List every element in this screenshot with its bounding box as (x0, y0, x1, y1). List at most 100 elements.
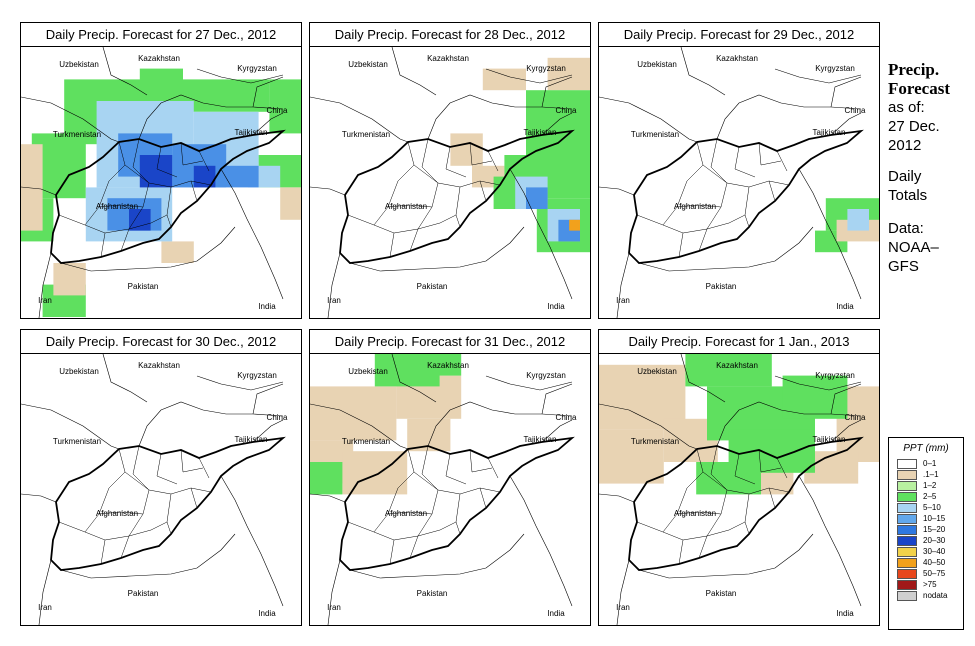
country-border (830, 419, 862, 443)
province-border (776, 457, 788, 479)
country-label-turkmenistan: Turkmenistan (631, 130, 679, 139)
panel-title: Daily Precip. Forecast for 1 Jan., 2013 (599, 330, 879, 354)
legend-item: .1–1 (897, 469, 963, 480)
country-border (798, 168, 862, 300)
country-label-uzbekistan: Uzbekistan (59, 60, 99, 69)
country-label-kazakhstan: Kazakhstan (138, 361, 180, 370)
province-border (636, 521, 664, 533)
data-source-1: NOAA– (888, 239, 939, 256)
precip-cell-green (696, 462, 761, 495)
legend-label: 30–40 (923, 547, 946, 556)
country-label-china: China (267, 106, 288, 115)
precip-cell-green (269, 79, 301, 134)
country-label-pakistan: Pakistan (417, 589, 448, 598)
province-border (678, 232, 684, 258)
country-border (680, 47, 726, 96)
country-label-tajikistan: Tajikistan (813, 128, 846, 137)
country-border (638, 533, 814, 579)
precip-cell-green (782, 375, 848, 419)
province-border (120, 489, 150, 559)
country-label-kyrgyzstan: Kyrgyzstan (815, 64, 855, 73)
precip-cell-tan (482, 68, 526, 91)
country-border (327, 252, 341, 318)
country-label-kyrgyzstan: Kyrgyzstan (815, 371, 855, 380)
map-panel-30-dec: Daily Precip. Forecast for 30 Dec., 2012… (20, 329, 302, 626)
country-label-pakistan: Pakistan (417, 282, 448, 291)
country-label-china: China (845, 106, 866, 115)
country-border (680, 354, 726, 403)
country-label-turkmenistan: Turkmenistan (53, 130, 101, 139)
province-border (166, 493, 172, 535)
country-label-iran: Iran (38, 296, 52, 305)
legend-label: 2–5 (923, 492, 937, 501)
province-border (744, 186, 750, 228)
province-border (710, 445, 728, 491)
legend-label: 50–75 (923, 569, 946, 578)
province-border (98, 511, 144, 515)
map-panel-29-dec: Daily Precip. Forecast for 29 Dec., 2012… (598, 22, 880, 319)
afghanistan-border (339, 436, 575, 571)
legend-swatch (897, 513, 917, 524)
precip-cell-green (310, 462, 343, 495)
precip-map: Kazakhstan Uzbekistan Kyrgyzstan China Turkm… (310, 354, 577, 625)
precip-cell-tan (310, 386, 397, 441)
country-label-tajikistan: Tajikistan (813, 435, 846, 444)
country-label-turkmenistan: Turkmenistan (342, 437, 390, 446)
province-border (758, 142, 782, 166)
legend-label: 1–2 (923, 481, 937, 490)
country-label-tajikistan: Tajikistan (235, 435, 268, 444)
country-label-india: India (258, 609, 276, 618)
country-label-afghanistan: Afghanistan (674, 202, 716, 211)
country-label-uzbekistan: Uzbekistan (348, 60, 388, 69)
province-border (776, 150, 788, 172)
country-label-kazakhstan: Kazakhstan (716, 361, 758, 370)
province-border (347, 214, 375, 226)
precip-cell-tan (161, 241, 194, 263)
province-border (58, 521, 86, 533)
country-border (541, 76, 573, 108)
legend-swatch (897, 546, 917, 557)
province-border (487, 150, 499, 172)
country-border (599, 403, 698, 450)
country-border (541, 419, 573, 443)
country-label-india: India (836, 609, 854, 618)
precip-map: Kazakhstan Uzbekistan Kyrgyzstan China Turkm… (21, 354, 288, 625)
country-border (138, 94, 284, 140)
country-label-afghanistan: Afghanistan (96, 202, 138, 211)
country-label-iran: Iran (616, 296, 630, 305)
province-border (108, 448, 126, 489)
legend-rows: 0–1 .1–1 1–2 2–5 5–10 10–15 15–20 20–30 30–40 40–… (889, 458, 963, 601)
province-border (445, 453, 467, 485)
country-border (349, 533, 525, 579)
legend-label: >75 (923, 580, 937, 589)
country-border (327, 559, 341, 625)
province-border (413, 471, 501, 495)
province-border (190, 487, 198, 509)
country-border (427, 401, 573, 447)
afghanistan-border (628, 436, 864, 571)
province-border (676, 204, 722, 208)
province-border (768, 487, 776, 509)
country-label-kazakhstan: Kazakhstan (427, 361, 469, 370)
afghanistan-border (50, 436, 286, 571)
legend-swatch (897, 557, 917, 568)
province-border (100, 539, 106, 565)
country-border (310, 96, 409, 143)
country-label-uzbekistan: Uzbekistan (637, 60, 677, 69)
legend-item: 2–5 (897, 491, 963, 502)
precip-layer (450, 57, 590, 253)
country-border (599, 186, 635, 196)
country-label-kazakhstan: Kazakhstan (716, 54, 758, 63)
legend-item: 40–50 (897, 557, 963, 568)
country-border (349, 226, 525, 272)
province-border (469, 142, 493, 166)
country-border (220, 475, 284, 607)
province-border (710, 138, 728, 184)
province-border (676, 511, 722, 515)
legend-item: >75 (897, 579, 963, 590)
precip-cell-tan (599, 429, 664, 484)
precip-cell-blue3 (139, 155, 173, 188)
precip-cell-green (139, 68, 183, 101)
country-label-pakistan: Pakistan (128, 282, 159, 291)
province-border (662, 521, 746, 541)
